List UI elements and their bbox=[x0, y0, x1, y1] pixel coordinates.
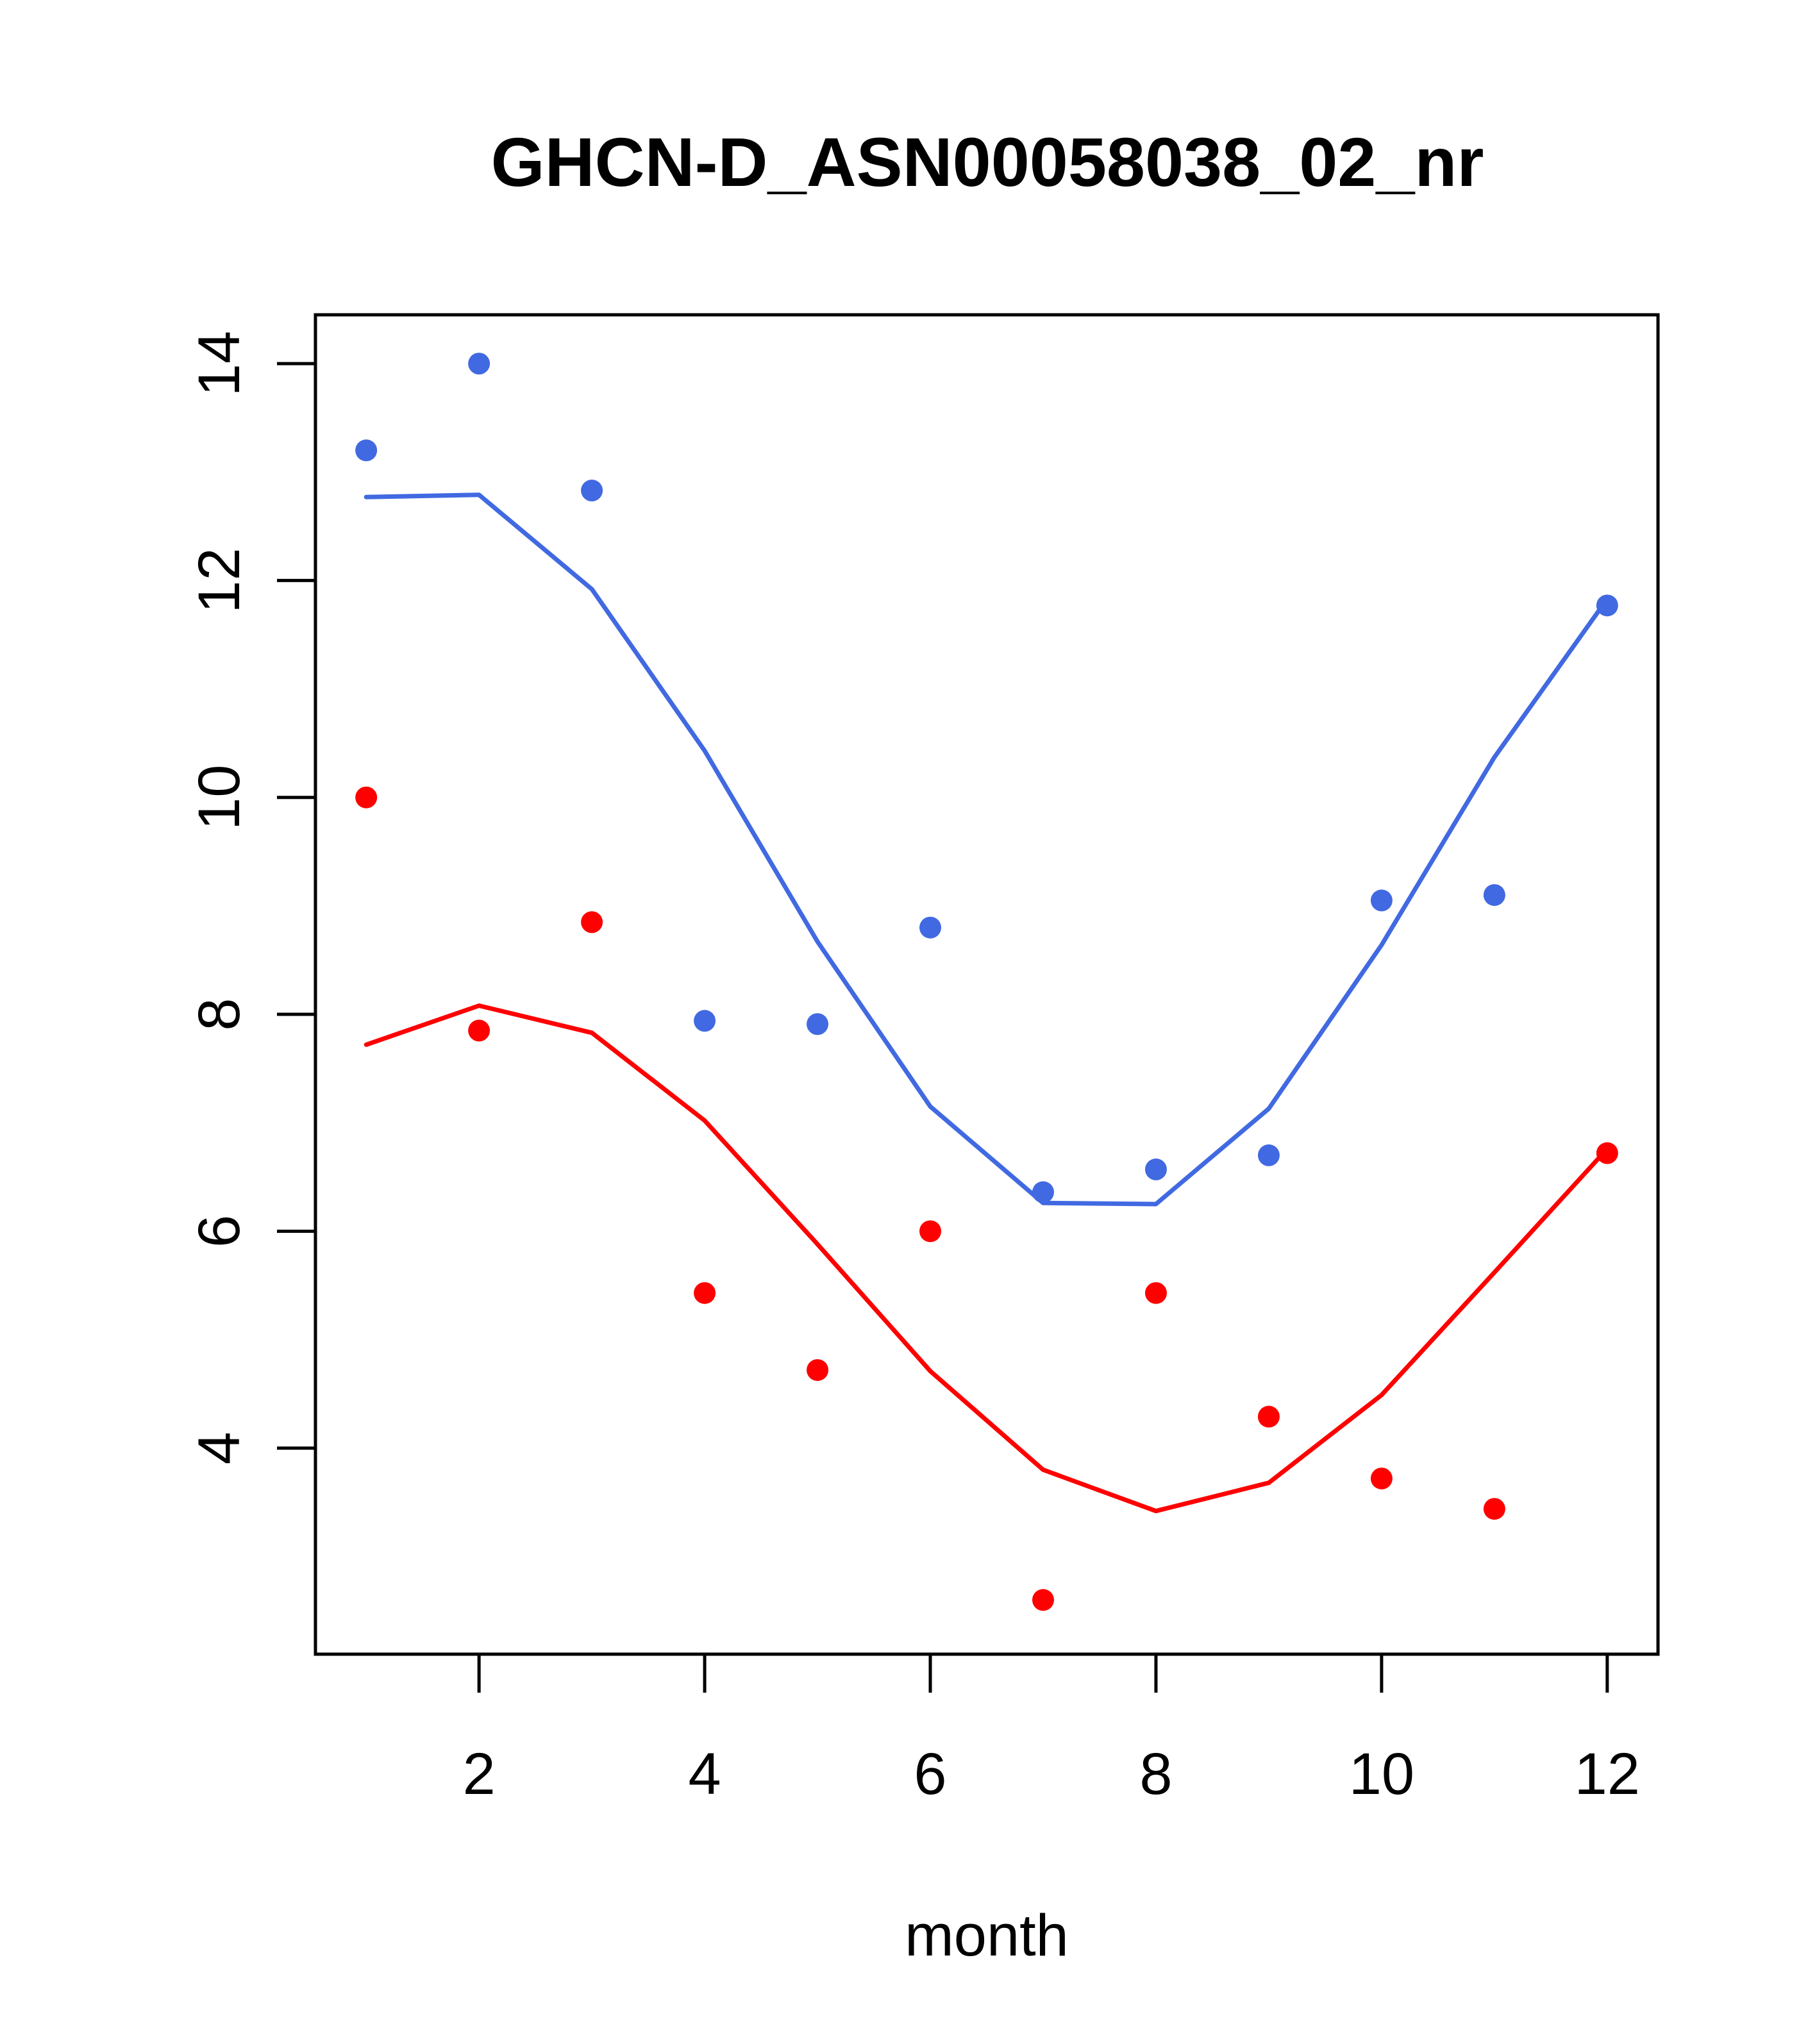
series-1-point bbox=[1257, 1144, 1280, 1166]
series-2-point bbox=[1144, 1282, 1167, 1304]
chart-title: GHCN-D_ASN00058038_02_nr bbox=[491, 123, 1484, 201]
y-tick-label: 6 bbox=[187, 1215, 252, 1248]
series-1 bbox=[355, 353, 1618, 1207]
x-tick-label: 8 bbox=[1139, 1741, 1172, 1807]
series-1-point bbox=[468, 353, 490, 375]
plot-frame bbox=[314, 313, 1660, 1656]
y-axis: 4 6 8 10 12 14 bbox=[187, 331, 317, 1464]
series-layer bbox=[355, 353, 1618, 1611]
series-2-point bbox=[1370, 1467, 1393, 1489]
series-1-point bbox=[1032, 1181, 1054, 1203]
series-1-point bbox=[1483, 884, 1505, 906]
series-2 bbox=[355, 786, 1618, 1611]
series-2-trend-line bbox=[364, 1003, 1610, 1514]
series-2-point bbox=[581, 911, 603, 934]
series-1-point bbox=[919, 916, 942, 939]
y-tick-label: 8 bbox=[187, 998, 252, 1030]
x-axis: 2 4 6 8 10 12 bbox=[463, 1652, 1640, 1807]
y-tick-label: 4 bbox=[187, 1432, 252, 1464]
series-2-point bbox=[807, 1359, 829, 1381]
series-2-point bbox=[694, 1282, 716, 1304]
y-tick-label: 10 bbox=[187, 765, 252, 830]
x-tick-label: 6 bbox=[914, 1741, 946, 1807]
x-axis-label: month bbox=[905, 1903, 1069, 1968]
series-2-point bbox=[1032, 1589, 1054, 1611]
series-2-point bbox=[1596, 1142, 1618, 1164]
series-1-point bbox=[807, 1013, 829, 1035]
series-2-point bbox=[355, 786, 378, 808]
series-2-point bbox=[1257, 1405, 1280, 1428]
x-tick-label: 12 bbox=[1575, 1741, 1640, 1807]
series-2-point bbox=[1483, 1498, 1505, 1520]
series-1-point bbox=[1144, 1158, 1167, 1180]
x-tick-label: 4 bbox=[688, 1741, 721, 1807]
series-2-point bbox=[468, 1019, 490, 1042]
series-1-point bbox=[694, 1010, 716, 1032]
series-1-point bbox=[581, 480, 603, 502]
x-tick-label: 2 bbox=[463, 1741, 496, 1807]
y-tick-label: 14 bbox=[187, 331, 252, 396]
series-1-point bbox=[1370, 889, 1393, 912]
series-2-point bbox=[919, 1220, 942, 1243]
series-1-point bbox=[1596, 594, 1618, 617]
y-tick-label: 12 bbox=[187, 548, 252, 613]
series-1-trend-line bbox=[364, 492, 1610, 1207]
x-tick-label: 10 bbox=[1349, 1741, 1414, 1807]
series-1-point bbox=[355, 439, 378, 462]
